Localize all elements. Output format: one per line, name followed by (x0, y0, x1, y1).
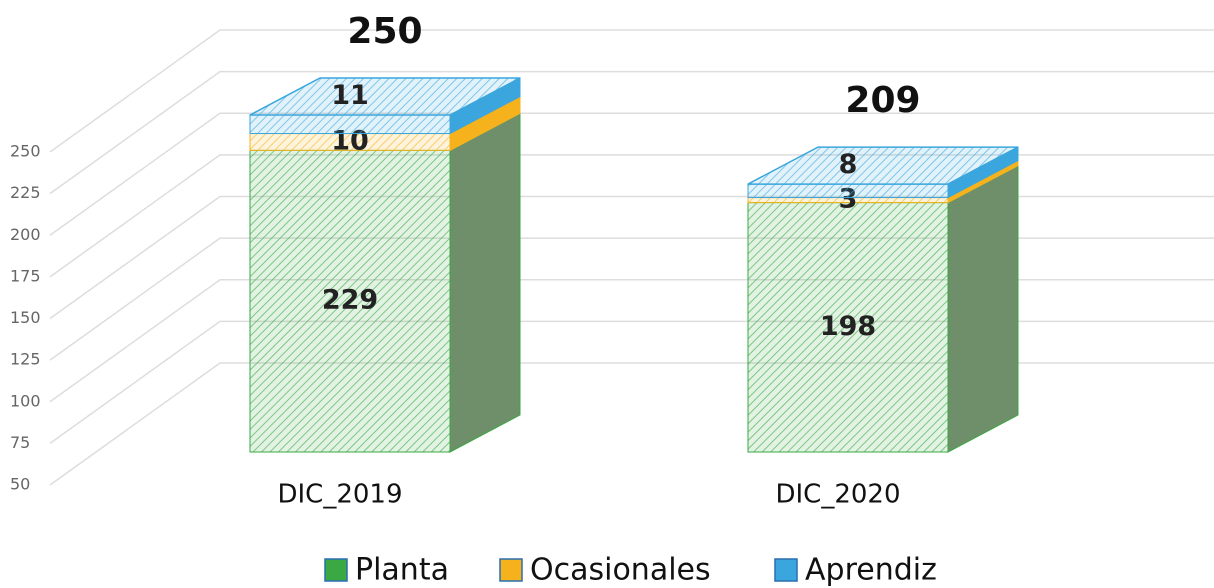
grid-line (49, 29, 1214, 153)
y-tick-label: 250 (10, 142, 41, 161)
y-tick-label: 125 (10, 350, 41, 369)
segment-label: 8 (839, 149, 858, 180)
bar-top (249, 77, 521, 116)
total-label: 209 (845, 80, 920, 121)
grid-line (49, 362, 1214, 486)
legend-swatch (774, 558, 798, 582)
segment-label: 198 (820, 311, 876, 342)
segment-label: 11 (331, 80, 369, 111)
grid-line (49, 320, 1214, 444)
legend-swatch (324, 558, 348, 582)
y-tick-label: 100 (10, 391, 41, 410)
bar-top (747, 146, 1019, 185)
grid-line (49, 279, 1214, 403)
legend-label: Aprendiz (805, 553, 937, 588)
bar-segment (249, 149, 451, 453)
y-tick-label: 50 (10, 475, 30, 494)
bar-segment (747, 202, 949, 453)
grid-line (49, 112, 1214, 236)
bar-side (947, 164, 1019, 453)
y-tick-label: 200 (10, 225, 41, 244)
grid-line (49, 154, 1214, 278)
grid-line (49, 195, 1214, 320)
bar-segment (249, 114, 451, 135)
x-tick-label: DIC_2019 (277, 480, 402, 510)
grid-line (49, 70, 1214, 195)
legend-swatch (499, 558, 523, 582)
x-tick-label: DIC_2020 (775, 480, 900, 510)
y-tick-label: 225 (10, 183, 41, 202)
bar-side (449, 112, 521, 453)
legend-label: Ocasionales (530, 553, 711, 588)
total-label: 250 (347, 11, 422, 52)
segment-label: 229 (322, 285, 378, 316)
y-tick-label: 150 (10, 308, 41, 327)
legend-label: Planta (355, 553, 449, 588)
y-tick-label: 175 (10, 266, 41, 285)
bar-segment (747, 183, 949, 199)
y-tick-label: 75 (10, 433, 30, 452)
grid-line (49, 237, 1214, 361)
